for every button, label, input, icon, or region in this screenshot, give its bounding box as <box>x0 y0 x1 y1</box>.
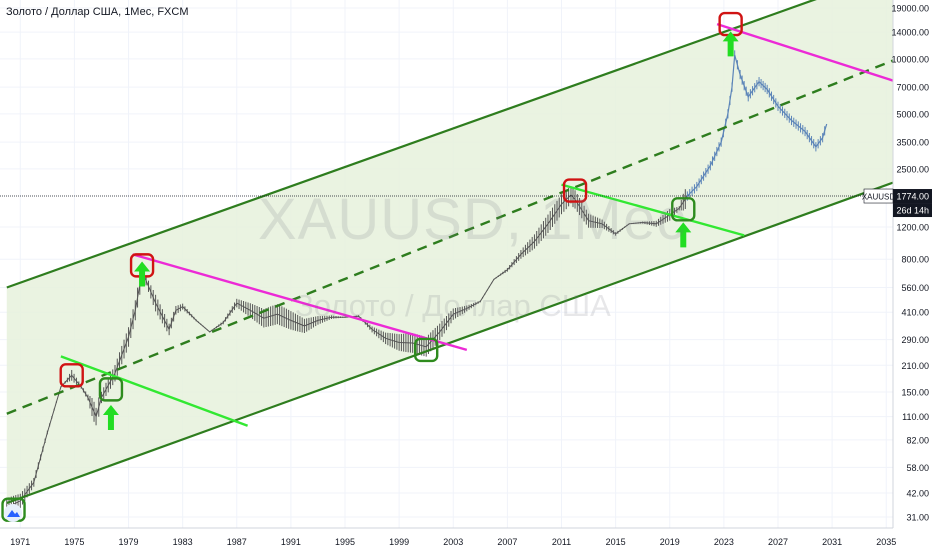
green-marker-box <box>671 197 696 222</box>
y-tick-label: 7000.00 <box>896 83 929 93</box>
y-tick-label: 19000.00 <box>891 3 929 13</box>
logo-mountain-icon <box>7 510 20 517</box>
x-tick-label: 2011 <box>552 537 571 547</box>
channel-lower-line <box>6 181 893 505</box>
y-tick-label: 82.00 <box>906 435 929 445</box>
y-tick-label: 1200.00 <box>896 223 929 233</box>
y-tick-label: 5000.00 <box>896 109 929 119</box>
watermark-symbol: XAUUSD, 1Мес <box>258 187 687 252</box>
channel-upper-line <box>6 0 817 289</box>
watermark-name: Золото / Доллар США <box>295 288 611 323</box>
x-tick-label: 1991 <box>281 537 301 547</box>
symbol-tag-label: XAUUSD <box>862 193 896 202</box>
up-arrow-icon <box>134 261 151 287</box>
green-marker-box <box>414 337 439 363</box>
x-tick-label: 2019 <box>660 537 680 547</box>
y-tick-label: 3500.00 <box>896 138 929 148</box>
y-tick-label: 10000.00 <box>891 54 929 64</box>
y-tick-label: 58.00 <box>906 463 929 473</box>
up-arrow-icon <box>102 405 119 431</box>
y-tick-label: 110.00 <box>902 412 929 422</box>
y-tick-label: 410.00 <box>901 308 929 318</box>
resistance-trend-line <box>132 253 468 352</box>
support-trend-line <box>60 355 249 427</box>
x-tick-label: 1987 <box>227 537 247 547</box>
y-tick-label: 31.00 <box>906 513 929 523</box>
plot-area <box>0 0 893 528</box>
x-tick-label: 1983 <box>173 537 193 547</box>
time-axis-bg <box>0 528 932 550</box>
countdown-tag-label: 26d 14h <box>896 206 929 216</box>
up-arrow-icon <box>722 31 739 57</box>
x-tick-label: 2003 <box>443 537 463 547</box>
price-line <box>6 194 688 508</box>
x-tick-label: 1975 <box>64 537 84 547</box>
tradingview-logo-icon[interactable] <box>4 504 22 522</box>
x-tick-label: 2031 <box>822 537 842 547</box>
price-tag-label: 1774.00 <box>896 192 929 202</box>
projection-line <box>686 54 828 197</box>
x-tick-label: 2023 <box>714 537 734 547</box>
chart-title: Золото / Доллар США, 1Мес, FXCM <box>6 6 189 18</box>
x-tick-label: 1999 <box>389 537 409 547</box>
up-arrow-icon <box>675 222 692 248</box>
y-tick-label: 290.00 <box>901 335 929 345</box>
y-tick-label: 800.00 <box>901 255 929 265</box>
y-tick-label: 2500.00 <box>896 164 929 174</box>
resistance-trend-line <box>716 22 893 82</box>
red-marker-box <box>562 178 588 203</box>
x-tick-label: 1995 <box>335 537 355 547</box>
price-tag-bg <box>893 189 932 204</box>
y-tick-label: 150.00 <box>901 387 929 397</box>
x-tick-label: 2027 <box>768 537 788 547</box>
x-tick-label: 1979 <box>119 537 139 547</box>
y-tick-label: 14000.00 <box>891 28 929 38</box>
support-trend-line <box>561 183 745 237</box>
x-tick-label: 1971 <box>10 537 30 547</box>
x-tick-label: 2015 <box>606 537 626 547</box>
y-tick-label: 210.00 <box>901 361 929 371</box>
x-tick-label: 2035 <box>876 537 896 547</box>
channel-middle-dashed-line <box>6 59 893 415</box>
price-axis-bg <box>893 0 932 550</box>
x-tick-label: 2007 <box>497 537 517 547</box>
channel-fill <box>6 0 893 503</box>
y-tick-label: 42.00 <box>906 488 929 498</box>
red-marker-box <box>59 363 84 388</box>
countdown-tag-bg <box>893 203 932 218</box>
y-tick-label: 560.00 <box>901 283 929 293</box>
green-marker-box <box>98 377 124 402</box>
